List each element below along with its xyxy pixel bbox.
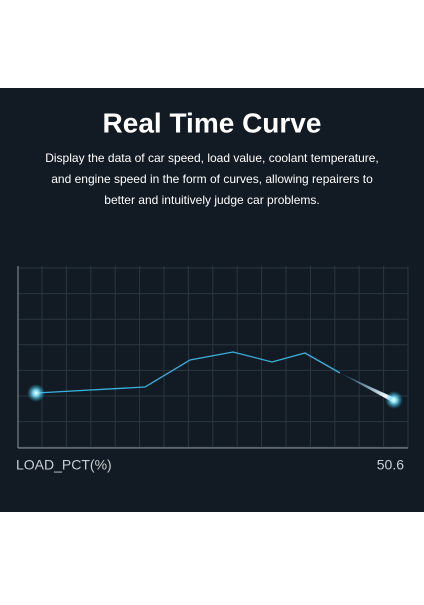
title: Real Time Curve	[103, 107, 322, 138]
panel	[0, 88, 424, 512]
description-line: Display the data of car speed, load valu…	[45, 151, 379, 165]
grid	[18, 266, 409, 448]
curve-label: LOAD_PCT(%)	[16, 457, 112, 473]
curve-start	[27, 384, 45, 402]
curve-value: 50.6	[377, 457, 404, 473]
curve-tail	[340, 373, 395, 403]
curve-head	[385, 391, 403, 409]
curve	[35, 351, 341, 394]
description-line: better and intuitively judge car problem…	[104, 193, 319, 207]
description-line: and engine speed in the form of curves, …	[51, 172, 373, 186]
